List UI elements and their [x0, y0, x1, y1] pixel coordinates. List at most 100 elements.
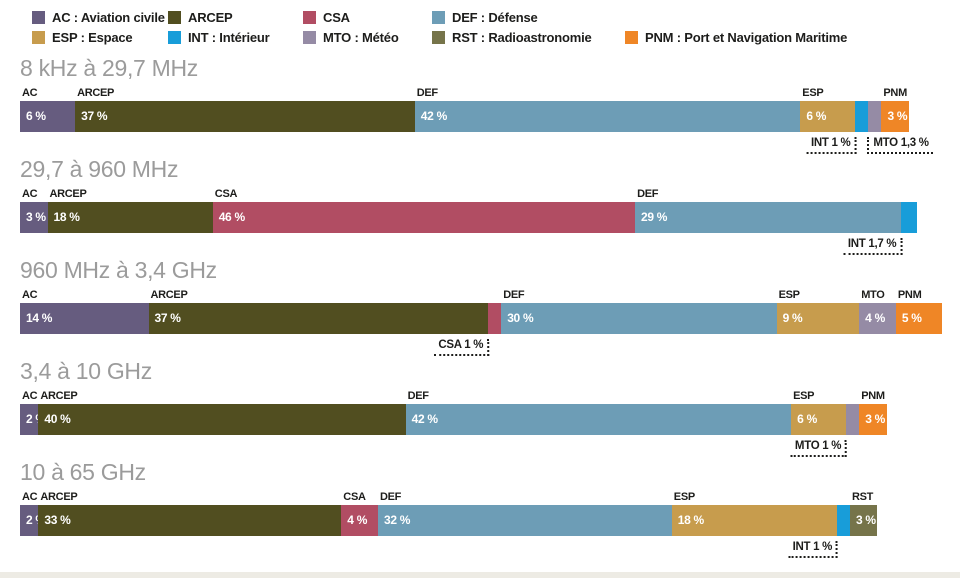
legend-swatch-arcep-icon	[168, 11, 181, 24]
segment-labels-row: AC ARCEP CSA DEF	[0, 188, 960, 201]
segment-percent: 3 %	[887, 109, 908, 123]
segment-labels-row: AC ARCEP DEF ESP MTO PNM	[0, 289, 960, 302]
segment-percent: 4 %	[865, 311, 885, 325]
callout-int: INT 1 %	[788, 541, 838, 558]
legend-swatch-pnm-icon	[625, 31, 638, 44]
bottom-strip	[0, 572, 960, 578]
callout-label: MTO 1,3 %	[873, 137, 929, 149]
segment-label-def: DEF	[416, 87, 438, 99]
segment-label-esp: ESP	[793, 390, 815, 402]
legend-label: INT : Intérieur	[188, 30, 270, 45]
segment-label-esp: ESP	[673, 491, 695, 503]
bar-segment-mto: 4 %	[859, 303, 896, 334]
segment-percent: 6 %	[806, 109, 827, 123]
legend-swatch-mto-icon	[303, 31, 316, 44]
segment-label-def: DEF	[503, 289, 525, 301]
bar-segment-csa: 4 %	[341, 505, 378, 536]
bar-segment-arcep: 18 %	[47, 202, 213, 233]
band-title: 29,7 à 960 MHz	[20, 156, 179, 182]
legend-label: PNM : Port et Navigation Maritime	[645, 30, 848, 45]
bar-segment-def: 42 %	[414, 101, 801, 132]
segment-label-def: DEF	[380, 491, 402, 503]
bar-segment-arcep: 37 %	[148, 303, 489, 334]
band-title: 8 kHz à 29,7 MHz	[20, 55, 198, 81]
segment-percent: 18 %	[677, 513, 704, 527]
bar-segment-arcep: 40 %	[38, 404, 406, 435]
segment-percent: 4 %	[347, 513, 368, 527]
segment-label-csa: CSA	[214, 188, 238, 200]
legend-item-csa: CSA	[303, 10, 432, 25]
segment-percent: 46 %	[218, 210, 245, 224]
bar-segment-arcep: 33 %	[38, 505, 342, 536]
segment-label-ac: AC	[22, 289, 38, 301]
bar-segment-mto	[846, 404, 860, 435]
callout-mto: MTO 1 %	[790, 440, 848, 457]
legend-item-def: DEF : Défense	[432, 10, 625, 25]
callout-int: INT 1,7 %	[843, 238, 903, 255]
bar-segment-ac: 6 %	[20, 101, 76, 132]
segment-percent: 5 %	[901, 311, 922, 325]
segment-label-def: DEF	[407, 390, 429, 402]
bar-segment-mto	[868, 101, 882, 132]
callout-label: CSA 1 %	[438, 339, 484, 351]
stacked-bar: 6 % 37 % 42 % 6 % 3 %	[20, 101, 909, 132]
bands-container: 8 kHz à 29,7 MHz INT 1 % MTO 1,3 % AC ARCEP D…	[0, 56, 960, 561]
legend-swatch-int-icon	[168, 31, 181, 44]
bar-segment-ac: 2 %	[20, 404, 46, 435]
segment-label-pnm: PNM	[861, 390, 885, 402]
legend-item-mto: MTO : Météo	[303, 30, 432, 45]
segment-percent: 32 %	[383, 513, 411, 527]
segment-percent: 14 %	[26, 311, 53, 325]
legend-swatch-ac-icon	[32, 11, 45, 24]
legend-swatch-esp-icon	[32, 31, 45, 44]
stacked-bar: 2 % 33 % 4 % 32 % 18 % 3 %	[20, 505, 878, 536]
legend-label: CSA	[323, 10, 350, 25]
segment-percent: 29 %	[640, 210, 668, 224]
bar-segment-def: 29 %	[634, 202, 902, 233]
segment-label-arcep: ARCEP	[77, 87, 115, 99]
callout-csa: CSA 1 %	[434, 339, 490, 356]
segment-labels-row: AC ARCEP DEF ESP PNM	[0, 390, 960, 403]
legend-item-arcep: ARCEP	[168, 10, 303, 25]
segment-percent: 3 %	[855, 513, 876, 527]
stacked-bar: 3 % 18 % 46 % 29 %	[20, 202, 917, 233]
segment-percent: 6 %	[26, 109, 46, 123]
stacked-bar: 2 % 40 % 42 % 6 % 3 %	[20, 404, 887, 435]
bar-segment-csa: 46 %	[212, 202, 635, 233]
segment-percent: 6 %	[797, 412, 817, 426]
segment-label-esp: ESP	[802, 87, 824, 99]
legend-item-int: INT : Intérieur	[168, 30, 303, 45]
stacked-bar: 14 % 37 % 30 % 9 % 4 % 5 %	[20, 303, 942, 334]
band-title: 10 à 65 GHz	[20, 459, 146, 485]
legend-swatch-csa-icon	[303, 11, 316, 24]
bar-segment-ac: 3 %	[20, 202, 48, 233]
segment-label-ac: AC	[22, 188, 38, 200]
bar-segment-pnm: 3 %	[881, 101, 909, 132]
segment-percent: 3 %	[26, 210, 46, 224]
bar-segment-rst: 3 %	[849, 505, 878, 536]
segment-percent: 3 %	[865, 412, 886, 426]
legend-label: RST : Radioastronomie	[452, 30, 592, 45]
segment-label-ac: AC	[22, 491, 38, 503]
segment-label-arcep: ARCEP	[49, 188, 87, 200]
bar-segment-esp: 6 %	[800, 101, 856, 132]
callout-label: MTO 1 %	[794, 440, 842, 452]
band-title: 960 MHz à 3,4 GHz	[20, 257, 217, 283]
bar-segment-csa	[488, 303, 502, 334]
bar-segment-esp: 6 %	[791, 404, 847, 435]
segment-percent: 30 %	[507, 311, 534, 325]
legend-label: AC : Aviation civile	[52, 10, 165, 25]
segment-percent: 2 %	[26, 513, 46, 527]
segment-label-arcep: ARCEP	[150, 289, 188, 301]
bar-segment-def: 30 %	[501, 303, 777, 334]
legend-item-pnm: PNM : Port et Navigation Maritime	[625, 30, 960, 45]
bar-segment-def: 32 %	[377, 505, 672, 536]
legend-label: ARCEP	[188, 10, 233, 25]
segment-label-ac: AC	[22, 87, 38, 99]
legend-item-ac: AC : Aviation civile	[32, 10, 168, 25]
segment-percent: 2 %	[26, 412, 46, 426]
segment-label-esp: ESP	[778, 289, 800, 301]
legend-row: ESP : Espace INT : Intérieur MTO : Météo RS…	[32, 30, 960, 45]
segment-label-ac: AC	[22, 390, 38, 402]
segment-label-pnm: PNM	[883, 87, 907, 99]
